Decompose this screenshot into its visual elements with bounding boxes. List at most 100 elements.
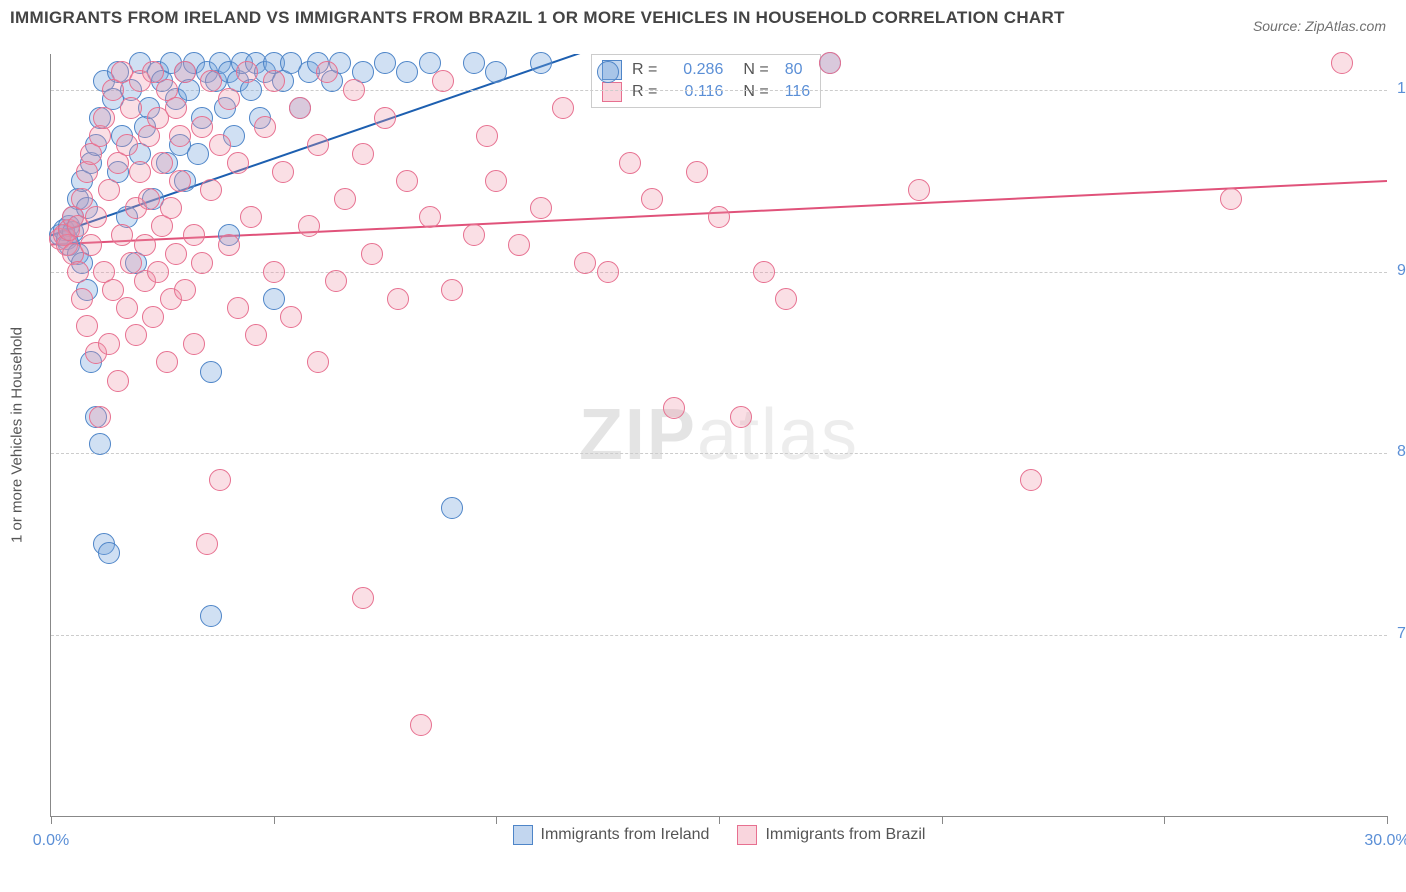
- legend-n-label: N =: [743, 61, 768, 79]
- data-point: [530, 197, 552, 219]
- data-point: [441, 497, 463, 519]
- legend-n-label: N =: [743, 83, 768, 101]
- y-axis-label: 1 or more Vehicles in Household: [9, 327, 26, 543]
- x-tick: [274, 816, 275, 824]
- data-point: [116, 297, 138, 319]
- data-point: [485, 61, 507, 83]
- legend-r-label: R =: [632, 83, 657, 101]
- data-point: [151, 152, 173, 174]
- data-point: [80, 234, 102, 256]
- data-point: [819, 52, 841, 74]
- data-point: [307, 351, 329, 373]
- data-point: [98, 333, 120, 355]
- correlation-legend: R = 0.286 N = 80 R = 0.116 N = 116: [591, 54, 821, 108]
- data-point: [1331, 52, 1353, 74]
- data-point: [730, 406, 752, 428]
- legend-n-value: 116: [785, 83, 811, 101]
- data-point: [169, 170, 191, 192]
- legend-r-label: R =: [632, 61, 657, 79]
- data-point: [619, 152, 641, 174]
- data-point: [530, 52, 552, 74]
- data-point: [476, 125, 498, 147]
- data-point: [209, 469, 231, 491]
- data-point: [574, 252, 596, 274]
- data-point: [1020, 469, 1042, 491]
- x-tick: [1164, 816, 1165, 824]
- data-point: [432, 70, 454, 92]
- y-tick-label: 90.0%: [1389, 262, 1406, 280]
- data-point: [396, 61, 418, 83]
- data-point: [71, 288, 93, 310]
- data-point: [200, 70, 222, 92]
- data-point: [361, 243, 383, 265]
- gridline: [51, 453, 1387, 454]
- legend-swatch: [737, 825, 757, 845]
- data-point: [334, 188, 356, 210]
- data-point: [245, 324, 267, 346]
- data-point: [708, 206, 730, 228]
- data-point: [419, 206, 441, 228]
- data-point: [463, 224, 485, 246]
- data-point: [98, 542, 120, 564]
- legend-r-value: 0.116: [667, 83, 723, 101]
- data-point: [374, 52, 396, 74]
- data-point: [120, 97, 142, 119]
- data-point: [111, 224, 133, 246]
- y-tick-label: 100.0%: [1389, 80, 1406, 98]
- data-point: [187, 143, 209, 165]
- data-point: [85, 206, 107, 228]
- data-point: [93, 107, 115, 129]
- data-point: [263, 288, 285, 310]
- legend-label: Immigrants from Brazil: [765, 826, 925, 844]
- legend-item: Immigrants from Brazil: [737, 825, 925, 845]
- data-point: [410, 714, 432, 736]
- data-point: [147, 261, 169, 283]
- gridline: [51, 272, 1387, 273]
- legend-row: R = 0.286 N = 80: [600, 59, 812, 81]
- data-point: [174, 279, 196, 301]
- data-point: [552, 97, 574, 119]
- data-point: [272, 161, 294, 183]
- data-point: [254, 116, 276, 138]
- legend-n-value: 80: [785, 61, 803, 79]
- data-point: [641, 188, 663, 210]
- data-point: [387, 288, 409, 310]
- data-point: [191, 252, 213, 274]
- x-tick-label: 30.0%: [1364, 832, 1406, 850]
- data-point: [343, 79, 365, 101]
- data-point: [165, 97, 187, 119]
- gridline: [51, 635, 1387, 636]
- data-point: [209, 134, 231, 156]
- data-point: [200, 361, 222, 383]
- x-tick: [51, 816, 52, 824]
- data-point: [298, 215, 320, 237]
- x-tick: [1387, 816, 1388, 824]
- scatter-plot: 1 or more Vehicles in Household ZIPatlas…: [50, 54, 1387, 817]
- data-point: [183, 333, 205, 355]
- trend-lines: [51, 54, 1387, 816]
- source-attribution: Source: ZipAtlas.com: [1253, 18, 1386, 34]
- data-point: [663, 397, 685, 419]
- data-point: [325, 270, 347, 292]
- series-legend: Immigrants from Ireland Immigrants from B…: [51, 825, 1387, 850]
- legend-r-value: 0.286: [667, 61, 723, 79]
- data-point: [316, 61, 338, 83]
- data-point: [218, 234, 240, 256]
- data-point: [200, 605, 222, 627]
- data-point: [753, 261, 775, 283]
- data-point: [236, 61, 258, 83]
- data-point: [89, 406, 111, 428]
- data-point: [441, 279, 463, 301]
- watermark: ZIPatlas: [579, 394, 859, 476]
- legend-label: Immigrants from Ireland: [541, 826, 710, 844]
- data-point: [116, 134, 138, 156]
- data-point: [307, 134, 329, 156]
- data-point: [227, 297, 249, 319]
- data-point: [1220, 188, 1242, 210]
- data-point: [138, 188, 160, 210]
- data-point: [374, 107, 396, 129]
- data-point: [200, 179, 222, 201]
- data-point: [174, 61, 196, 83]
- data-point: [76, 315, 98, 337]
- data-point: [263, 261, 285, 283]
